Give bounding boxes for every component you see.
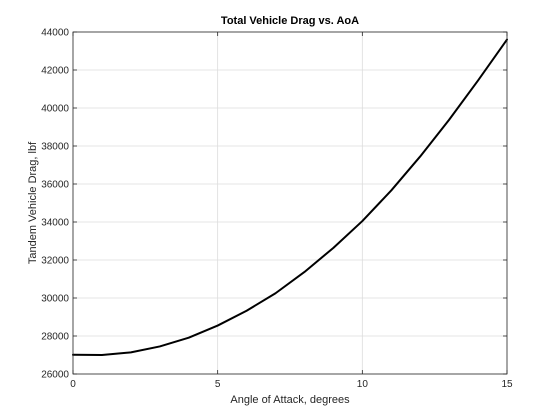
y-tick-label: 26000	[41, 370, 69, 381]
y-tick-label: 44000	[41, 28, 69, 39]
drag-series-line	[72, 38, 508, 356]
x-tick-label: 10	[357, 379, 369, 390]
y-tick-label: 36000	[41, 180, 69, 191]
plot-area	[73, 32, 507, 374]
y-tick-label: 28000	[41, 332, 69, 343]
x-axis-title: Angle of Attack, degrees	[230, 394, 350, 406]
y-tick-label: 30000	[41, 294, 69, 305]
x-tick-label: 5	[215, 379, 221, 390]
x-tick-label: 0	[70, 379, 76, 390]
y-tick-label: 34000	[41, 218, 69, 229]
plot-frame	[72, 31, 508, 375]
chart-title: Total Vehicle Drag vs. AoA	[221, 15, 359, 27]
y-tick-label: 38000	[41, 142, 69, 153]
y-tick-label: 40000	[41, 104, 69, 115]
y-axis-title: Tandem Vehicle Drag, lbf	[27, 141, 39, 264]
x-tick-label: 15	[501, 379, 513, 390]
tick-layer: 0 5 10 15 26000 28000 30000 32000 34000 36000 3800…	[41, 28, 513, 391]
y-tick-label: 42000	[41, 66, 69, 77]
series-layer	[72, 38, 508, 356]
y-tick-label: 32000	[41, 256, 69, 267]
